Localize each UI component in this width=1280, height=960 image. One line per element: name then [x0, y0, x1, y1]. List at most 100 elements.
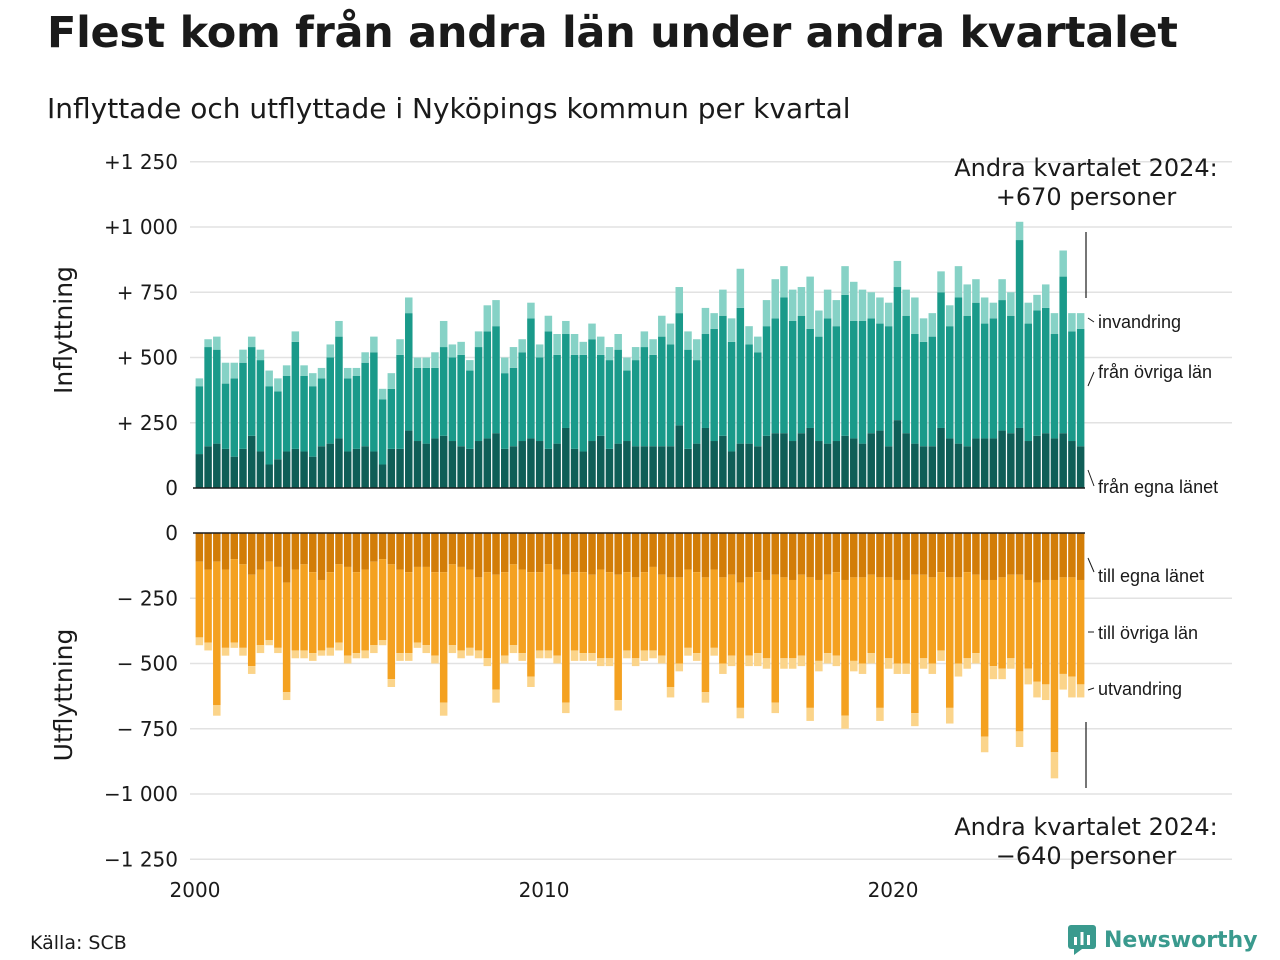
bar-outflow-s0-q49 [623, 533, 631, 573]
y-axis-title-outflow: Utflyttning [49, 629, 78, 762]
newsworthy-logo[interactable]: Newsworthy [1068, 925, 1258, 955]
bar-outflow-s0-q17 [343, 533, 352, 567]
bar-outflow-s2-q84 [928, 663, 937, 674]
x-tick-label-1: 2010 [519, 878, 570, 902]
bar-inflow-s0-q53 [658, 446, 666, 488]
leader-invandring [1087, 317, 1095, 323]
bar-inflow-s0-q4 [230, 456, 239, 488]
y-tick-label-inflow-4: +1 000 [104, 215, 178, 239]
bar-outflow-s2-q72 [823, 653, 832, 664]
bar-outflow-s0-q69 [797, 533, 806, 575]
y-tick-label-outflow-2: − 500 [117, 652, 178, 676]
bar-outflow-s0-q43 [570, 533, 579, 573]
bar-inflow-s1-q47 [605, 360, 614, 449]
bar-outflow-s2-q101 [1076, 684, 1085, 698]
bar-outflow-s1-q66 [771, 574, 779, 703]
bar-inflow-s2-q69 [797, 287, 806, 316]
y-tick-label-outflow-3: − 750 [117, 717, 178, 741]
bar-outflow-s1-q2 [213, 561, 221, 706]
bar-inflow-s0-q74 [841, 435, 849, 488]
bar-outflow-s2-q99 [1059, 673, 1067, 690]
bar-inflow-s2-q2 [213, 336, 221, 350]
bar-inflow-s1-q37 [518, 352, 526, 442]
bar-outflow-s0-q9 [274, 533, 282, 567]
bar-outflow-s1-q23 [396, 569, 404, 654]
bar-outflow-s0-q26 [422, 533, 430, 567]
bar-inflow-s2-q65 [762, 300, 771, 327]
bar-inflow-s2-q98 [1050, 313, 1059, 335]
bar-outflow-s1-q63 [745, 577, 753, 656]
bar-outflow-s0-q91 [989, 533, 998, 580]
bar-outflow-s0-q16 [335, 533, 343, 565]
bar-outflow-s2-q60 [719, 663, 727, 674]
bar-inflow-s2-q31 [466, 360, 474, 371]
bar-outflow-s0-q36 [509, 533, 518, 565]
bar-outflow-s2-q98 [1050, 752, 1059, 779]
bar-outflow-s1-q55 [675, 577, 684, 664]
bar-outflow-s0-q34 [492, 533, 500, 575]
bar-inflow-s1-q7 [256, 360, 265, 452]
bar-inflow-s1-q70 [806, 328, 814, 428]
bar-inflow-s1-q22 [387, 388, 396, 449]
bar-outflow-s2-q25 [413, 642, 422, 648]
bar-outflow-s0-q40 [544, 533, 553, 565]
bar-outflow-s0-q46 [596, 533, 605, 570]
bar-outflow-s1-q56 [684, 569, 692, 648]
bar-inflow-s0-q0 [195, 454, 204, 488]
bar-inflow-s1-q76 [858, 320, 867, 444]
source-note: Källa: SCB [30, 932, 127, 954]
bar-inflow-s0-q25 [413, 441, 422, 488]
bar-inflow-s2-q53 [658, 315, 666, 337]
bar-outflow-s1-q80 [893, 579, 902, 664]
bar-outflow-s1-q79 [884, 577, 893, 659]
bar-outflow-s1-q39 [535, 572, 544, 651]
bar-inflow-s0-q90 [980, 438, 989, 488]
bar-outflow-s2-q43 [570, 650, 579, 661]
bar-inflow-s0-q40 [544, 448, 553, 488]
bar-inflow-s2-q6 [247, 336, 256, 348]
bar-outflow-s0-q44 [579, 533, 588, 573]
y-tick-label-inflow-0: 0 [165, 476, 178, 500]
bar-inflow-s2-q80 [893, 260, 902, 288]
bar-outflow-s2-q36 [509, 645, 518, 654]
bar-outflow-s1-q78 [876, 577, 884, 708]
bar-outflow-s1-q28 [439, 572, 448, 703]
bar-inflow-s1-q88 [963, 315, 971, 447]
bar-outflow-s0-q93 [1007, 533, 1015, 575]
bar-inflow-s0-q95 [1024, 441, 1033, 488]
bar-inflow-s1-q1 [204, 347, 212, 447]
bar-outflow-s2-q31 [466, 647, 474, 656]
bar-inflow-s2-q90 [980, 297, 989, 324]
bar-inflow-s2-q36 [509, 347, 518, 368]
bar-outflow-s0-q66 [771, 533, 779, 575]
bar-inflow-s1-q90 [980, 323, 989, 439]
bar-outflow-s1-q74 [841, 579, 849, 716]
y-tick-label-outflow-5: −1 250 [104, 847, 178, 871]
bar-inflow-s1-q66 [771, 318, 779, 434]
y-tick-label-outflow-4: −1 000 [104, 782, 178, 806]
axes-layer: 0 + 250 + 500 + 750 +1 000 +1 250 0 − 250 − 500 −… [104, 150, 1085, 902]
bar-outflow-s2-q57 [692, 653, 701, 661]
annotation-inflow-line2: +670 personer [996, 183, 1177, 211]
bar-outflow-s2-q48 [614, 700, 622, 711]
bar-inflow-s2-q42 [562, 320, 570, 335]
bar-outflow-s1-q71 [815, 579, 823, 661]
bar-inflow-s0-q94 [1015, 427, 1024, 488]
bar-outflow-s2-q35 [501, 655, 509, 664]
bar-inflow-s0-q29 [448, 441, 457, 488]
bar-outflow-s2-q46 [596, 658, 605, 667]
bar-inflow-s1-q48 [614, 349, 622, 444]
bar-outflow-s2-q4 [230, 642, 239, 648]
bar-inflow-s2-q70 [806, 276, 814, 329]
bar-inflow-s2-q51 [640, 331, 649, 348]
bar-inflow-s1-q13 [309, 386, 317, 457]
bar-outflow-s0-q51 [640, 533, 649, 573]
bar-inflow-s2-q12 [300, 365, 308, 376]
bar-outflow-s1-q33 [483, 572, 492, 659]
bar-inflow-s1-q78 [876, 323, 884, 431]
bar-inflow-s0-q99 [1059, 433, 1067, 488]
bar-inflow-s2-q91 [989, 302, 998, 319]
bar-inflow-s0-q17 [343, 451, 352, 488]
bar-inflow-s2-q84 [928, 313, 937, 337]
bar-inflow-s0-q19 [361, 446, 369, 488]
